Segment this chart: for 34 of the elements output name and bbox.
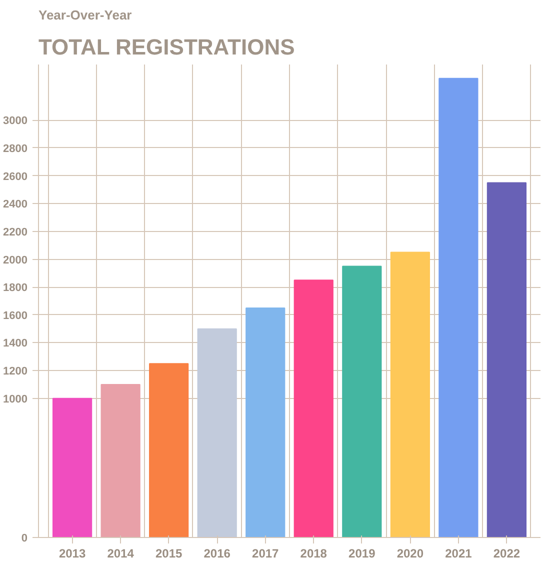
x-tick-label: 2013 bbox=[58, 546, 86, 560]
x-tick-label: 2014 bbox=[107, 546, 134, 560]
bar bbox=[246, 307, 286, 538]
y-tick-label: 3000 bbox=[3, 115, 28, 128]
x-tick-label: 2021 bbox=[445, 546, 472, 560]
x-tick-label: 2018 bbox=[300, 546, 328, 560]
y-tick-label: 2600 bbox=[3, 170, 28, 183]
y-tick-label: 2200 bbox=[3, 226, 28, 238]
y-tick-label: 1000 bbox=[3, 393, 28, 406]
bar bbox=[486, 182, 527, 538]
bar bbox=[100, 384, 140, 538]
bar bbox=[390, 252, 430, 538]
bar bbox=[342, 266, 382, 538]
x-tick-label: 2019 bbox=[348, 546, 376, 560]
bar bbox=[438, 78, 478, 538]
x-tick-label: 2020 bbox=[396, 546, 424, 560]
x-tick-label: 2022 bbox=[493, 546, 520, 560]
y-tick-label: 2800 bbox=[3, 142, 28, 155]
y-tick-label: 1800 bbox=[3, 282, 28, 294]
x-tick-label: 2017 bbox=[252, 546, 280, 560]
bar bbox=[149, 363, 189, 538]
chart-title: TOTAL REGISTRATIONS bbox=[38, 34, 295, 60]
y-tick-label: 0 bbox=[21, 532, 28, 544]
chart-subtitle: Year-Over-Year bbox=[38, 8, 132, 22]
bar bbox=[294, 280, 334, 538]
x-tick-label: 2015 bbox=[155, 546, 182, 560]
y-tick-label: 2400 bbox=[3, 198, 28, 211]
y-tick-label: 1400 bbox=[3, 338, 28, 350]
x-tick-label: 2016 bbox=[204, 546, 231, 560]
y-tick-label: 1600 bbox=[3, 310, 28, 322]
bar bbox=[197, 328, 237, 538]
bar bbox=[52, 398, 92, 538]
y-tick-label: 2000 bbox=[3, 254, 28, 266]
y-tick-label: 1200 bbox=[3, 366, 28, 378]
